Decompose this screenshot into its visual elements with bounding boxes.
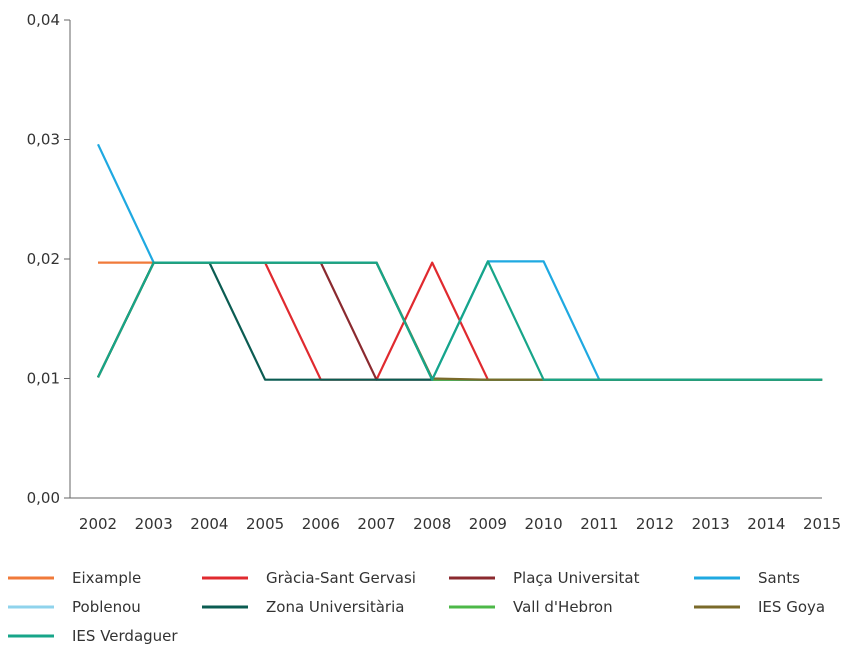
y-tick-label: 0,04 (27, 11, 60, 29)
x-tick-label: 2010 (525, 515, 563, 533)
x-axis: 2002 2003 2004 2005 2006 2007 2008 2009 2010 2011… (70, 497, 841, 533)
x-tick-label: 2003 (135, 515, 173, 533)
legend-label-sants: Sants (758, 569, 800, 587)
x-tick-label: 2012 (636, 515, 674, 533)
y-tick-label: 0,01 (27, 370, 60, 388)
legend: Eixample Gràcia-Sant Gervasi Plaça Univers… (8, 569, 825, 645)
x-tick-label: 2004 (190, 515, 228, 533)
x-tick-label: 2014 (747, 515, 785, 533)
legend-label-gr-cia-sant-gervasi: Gràcia-Sant Gervasi (266, 569, 416, 587)
y-tick-label: 0,03 (27, 131, 60, 149)
y-tick-label: 0,00 (27, 489, 60, 507)
legend-label-vall-d-hebron: Vall d'Hebron (513, 598, 613, 616)
x-tick-label: 2015 (803, 515, 841, 533)
legend-label-pla-a-universitat: Plaça Universitat (513, 569, 640, 587)
x-tick-label: 2002 (79, 515, 117, 533)
series-line-ies-verdaguer (97, 260, 823, 381)
x-tick-label: 2011 (580, 515, 618, 533)
legend-label-poblenou: Poblenou (72, 598, 141, 616)
legend-label-ies-goya: IES Goya (758, 598, 825, 616)
legend-label-ies-verdaguer: IES Verdaguer (72, 627, 178, 645)
x-tick-label: 2008 (413, 515, 451, 533)
y-axis: 0,00 0,01 0,02 0,03 0,04 (27, 11, 71, 507)
series-lines (97, 143, 823, 381)
y-tick-label: 0,02 (27, 250, 60, 268)
legend-label-eixample: Eixample (72, 569, 141, 587)
x-tick-label: 2009 (469, 515, 507, 533)
legend-label-zona-universit-ria: Zona Universitària (266, 598, 404, 616)
x-tick-label: 2006 (302, 515, 340, 533)
x-tick-label: 2005 (246, 515, 284, 533)
x-tick-label: 2013 (692, 515, 730, 533)
x-tick-label: 2007 (357, 515, 395, 533)
